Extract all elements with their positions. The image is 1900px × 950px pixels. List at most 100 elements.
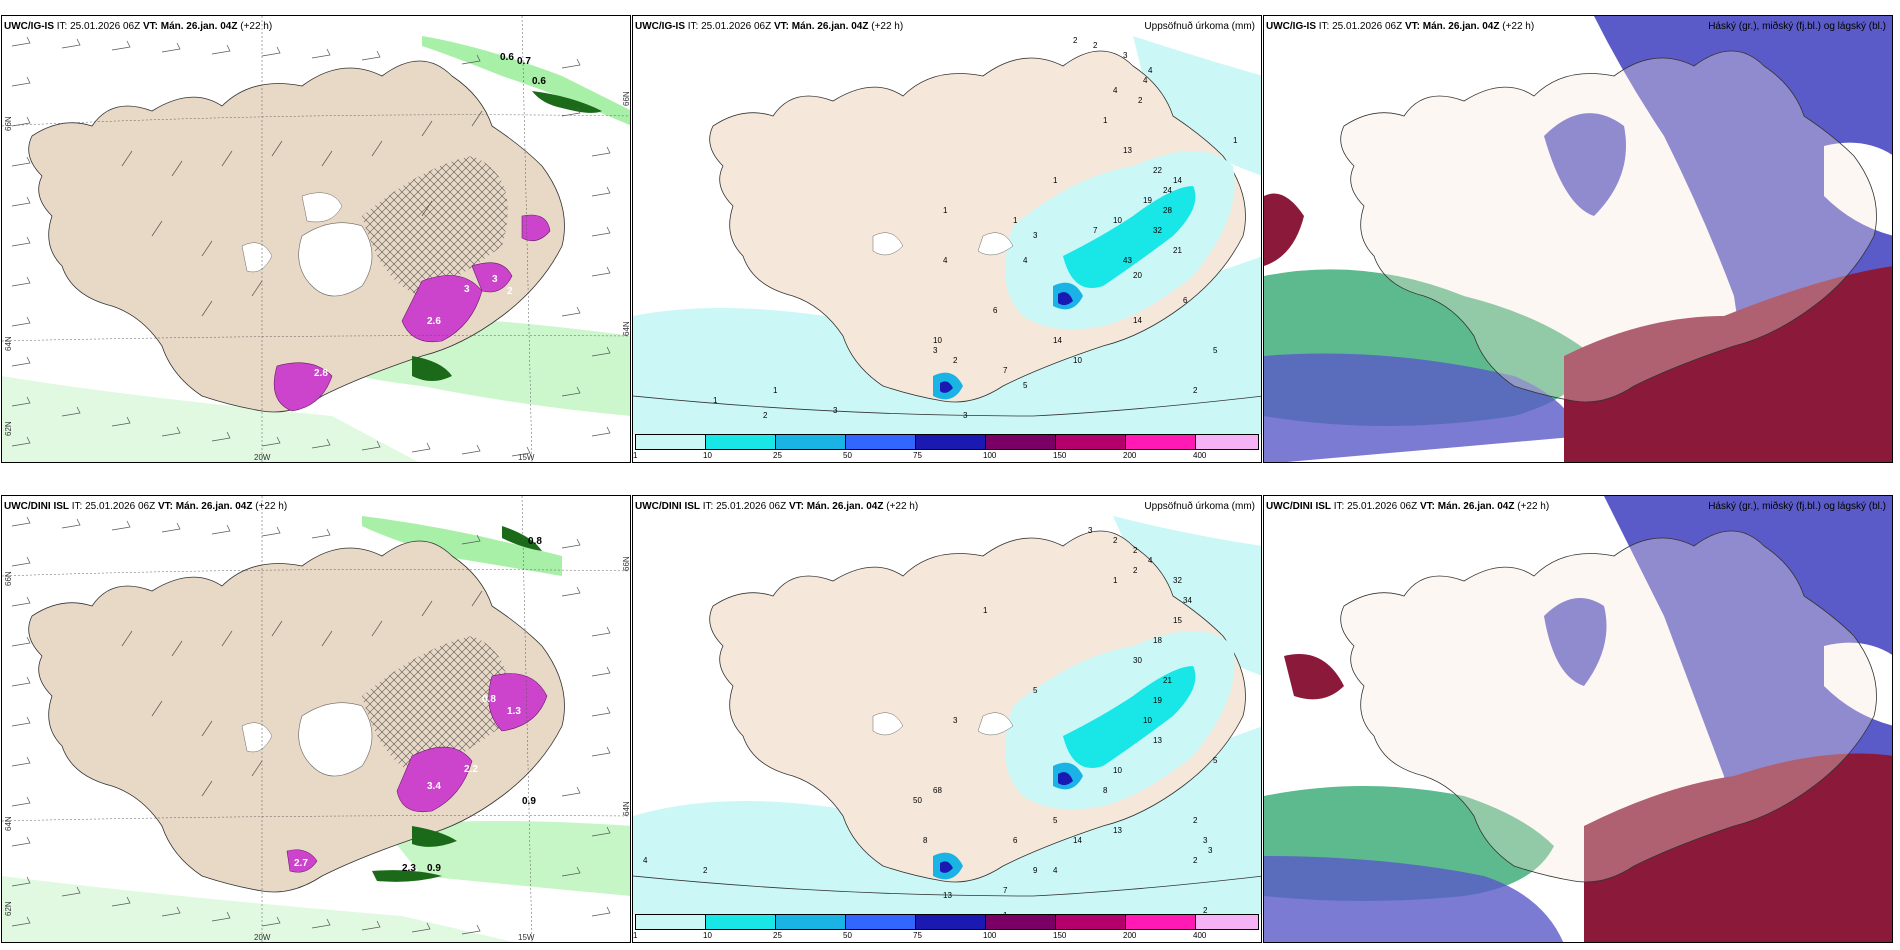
legend-tick: 400 xyxy=(1193,931,1207,940)
precip-legend: 1 10 25 50 75 100 150 200 400 xyxy=(633,434,1259,460)
precip-value: 4 xyxy=(1148,66,1153,75)
wind-map-canvas xyxy=(2,496,630,942)
precip-value: 2 xyxy=(1138,96,1143,105)
precip-value: 2 xyxy=(703,866,708,875)
precip-value: 68 xyxy=(933,786,942,795)
precip-value: 10 xyxy=(1143,716,1152,725)
gust-value-dark: 0.6 xyxy=(532,76,546,87)
lat-label: 66N xyxy=(4,571,13,586)
precip-map-canvas xyxy=(633,516,1261,914)
precip-value: 14 xyxy=(1073,836,1082,845)
gust-value-dark: 2.3 xyxy=(402,863,416,874)
precip-value: 3 xyxy=(1203,836,1208,845)
precip-legend: 1 10 25 50 75 100 150 200 400 xyxy=(633,914,1259,940)
precip-value: 1 xyxy=(773,386,778,395)
precip-value: 3 xyxy=(1208,846,1213,855)
precip-value: 3 xyxy=(933,346,938,355)
gust-value-dark: 0.9 xyxy=(522,796,536,807)
wind-barbs xyxy=(11,36,611,457)
precip-map-panel-dini: UWC/DINI ISL IT: 25.01.2026 06Z VT: Mán.… xyxy=(632,495,1262,943)
legend-tick: 50 xyxy=(843,451,852,460)
legend-tick: 100 xyxy=(983,451,997,460)
iceland-landmass xyxy=(1340,50,1877,403)
gust-value: 3.4 xyxy=(427,781,441,792)
precip-value: 21 xyxy=(1173,246,1182,255)
precip-value: 14 xyxy=(1053,336,1062,345)
precip-value: 20 xyxy=(1133,271,1142,280)
lat-label: 66N xyxy=(622,91,631,106)
precip-value: 13 xyxy=(943,891,952,900)
wind-barbs xyxy=(11,516,611,935)
precip-value: 5 xyxy=(1023,381,1028,390)
precip-value: 4 xyxy=(1023,256,1028,265)
legend-tick: 50 xyxy=(843,931,852,940)
precip-value: 34 xyxy=(1183,596,1192,605)
panel-header: UWC/IG-IS IT: 25.01.2026 06Z VT: Mán. 26… xyxy=(4,21,273,32)
precip-value: 2 xyxy=(1133,546,1138,555)
gust-value: 0.8 xyxy=(482,694,496,705)
precip-value: 2 xyxy=(1093,41,1098,50)
precip-value: 2 xyxy=(1113,536,1118,545)
precip-value: 4 xyxy=(1053,866,1058,875)
lat-label: 64N xyxy=(4,336,13,351)
wind-map-panel-igis: UWC/IG-IS IT: 25.01.2026 06Z VT: Mán. 26… xyxy=(1,15,631,463)
precip-map-canvas xyxy=(633,36,1261,434)
precip-value: 3 xyxy=(953,716,958,725)
lon-label: 20W xyxy=(254,933,271,942)
precip-value: 14 xyxy=(1133,316,1142,325)
precip-value: 19 xyxy=(1143,196,1152,205)
precip-value: 50 xyxy=(913,796,922,805)
precip-value: 30 xyxy=(1133,656,1142,665)
legend-tick: 1 xyxy=(633,931,638,940)
gust-value-dark: 0.9 xyxy=(427,863,441,874)
gust-value: 2.8 xyxy=(314,368,328,379)
lat-label: 66N xyxy=(4,116,13,131)
precip-value: 1 xyxy=(713,396,718,405)
precip-value: 14 xyxy=(1173,176,1182,185)
precip-value: 10 xyxy=(1113,216,1122,225)
precip-value: 5 xyxy=(1033,686,1038,695)
lon-label: 15W xyxy=(518,453,535,462)
legend-tick: 100 xyxy=(983,931,997,940)
precip-value: 19 xyxy=(1153,696,1162,705)
gust-value: 3 xyxy=(464,284,470,295)
precip-value: 13 xyxy=(1153,736,1162,745)
precip-value: 2 xyxy=(953,356,958,365)
panel-header: UWC/DINI ISL IT: 25.01.2026 06Z VT: Mán.… xyxy=(4,501,288,512)
lon-label: 15W xyxy=(518,933,535,942)
gust-value-dark: 0.6 xyxy=(500,52,514,63)
precip-value: 6 xyxy=(1013,836,1018,845)
precip-value: 5 xyxy=(1053,816,1058,825)
precip-value: 43 xyxy=(1123,256,1132,265)
precip-value: 7 xyxy=(1003,886,1008,895)
precip-value: 3 xyxy=(1123,51,1128,60)
wind-map-canvas xyxy=(2,16,630,462)
lat-label: 66N xyxy=(622,556,631,571)
precip-value: 2 xyxy=(1193,816,1198,825)
gust-value: 2.2 xyxy=(464,764,478,775)
precip-value: 2 xyxy=(1133,566,1138,575)
precip-value: 4 xyxy=(643,856,648,865)
legend-tick: 150 xyxy=(1053,931,1067,940)
precip-value: 4 xyxy=(1143,76,1148,85)
lon-label: 20W xyxy=(254,453,271,462)
precip-value: 15 xyxy=(1173,616,1182,625)
iceland-landmass xyxy=(1340,530,1877,883)
gust-value-dark: 0.7 xyxy=(517,56,531,67)
cloud-map-canvas xyxy=(1264,496,1892,942)
panel-title: Háský (gr.), miðský (fj.bl.) og lágský (… xyxy=(1708,21,1886,32)
legend-tick: 75 xyxy=(913,931,922,940)
legend-tick: 200 xyxy=(1123,931,1137,940)
precip-value: 7 xyxy=(1003,366,1008,375)
gust-value: 2.6 xyxy=(427,316,441,327)
panel-header: UWC/DINI ISL IT: 25.01.2026 06Z VT: Mán.… xyxy=(635,501,919,512)
gust-value: 1.3 xyxy=(507,706,521,717)
legend-tick: 25 xyxy=(773,931,782,940)
gust-value: 2 xyxy=(507,286,513,297)
precip-value: 10 xyxy=(1113,766,1122,775)
lat-label: 62N xyxy=(4,901,13,916)
panel-header: UWC/IG-IS IT: 25.01.2026 06Z VT: Mán. 26… xyxy=(635,21,904,32)
cloud-map-panel-dini: UWC/DINI ISL IT: 25.01.2026 06Z VT: Mán.… xyxy=(1263,495,1893,943)
panel-header: UWC/DINI ISL IT: 25.01.2026 06Z VT: Mán.… xyxy=(1266,501,1550,512)
precip-value: 8 xyxy=(1103,786,1108,795)
